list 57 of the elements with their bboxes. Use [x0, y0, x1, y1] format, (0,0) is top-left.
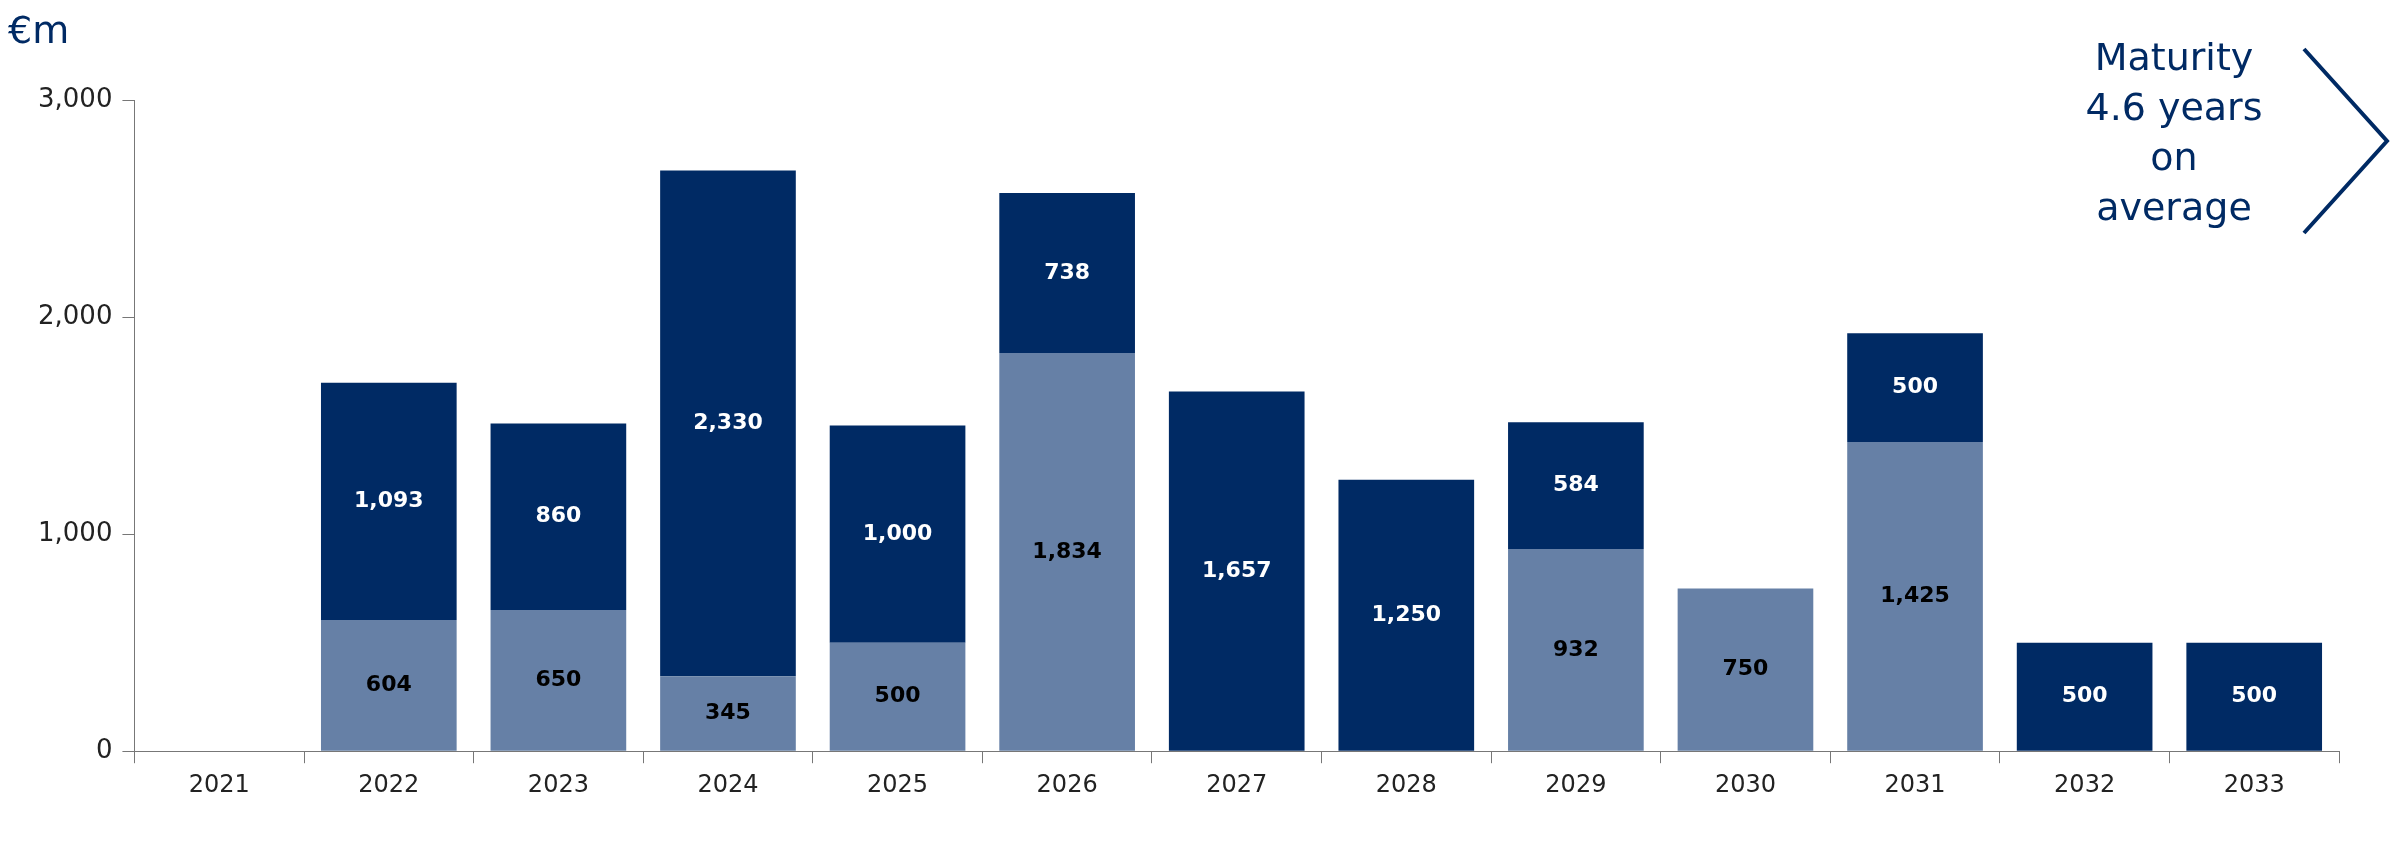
bar — [2016, 642, 2153, 751]
x-tick-label: 2021 — [188, 769, 250, 798]
bar — [829, 642, 966, 751]
data-label: 1,657 — [1201, 556, 1272, 582]
bar — [829, 425, 966, 643]
data-label: 650 — [535, 666, 582, 692]
x-tick-label: 2022 — [358, 769, 420, 798]
x-tick-label: 2025 — [867, 769, 929, 798]
bar — [1677, 588, 1814, 751]
bar — [320, 620, 457, 751]
y-tick-label: 0 — [95, 733, 113, 764]
x-tick-label: 2033 — [2223, 769, 2285, 798]
x-tick-label: 2032 — [2054, 769, 2116, 798]
bar — [660, 676, 796, 751]
x-tick-label: 2029 — [1545, 769, 1607, 798]
data-label: 860 — [535, 502, 582, 528]
bar — [1847, 441, 1983, 751]
data-label: 604 — [365, 671, 412, 697]
bar — [1508, 548, 1644, 751]
data-label: 500 — [874, 682, 921, 708]
data-label: 500 — [2061, 682, 2108, 708]
y-tick-label: 1,000 — [38, 516, 113, 547]
x-tick-label: 2027 — [1206, 769, 1268, 798]
annotation: Maturity 4.6 years on average — [2084, 34, 2264, 231]
data-label: 584 — [1552, 471, 1599, 497]
x-tick-label: 2028 — [1375, 769, 1437, 798]
data-label: 1,250 — [1371, 601, 1442, 626]
y-tick-label: 3,000 — [38, 82, 113, 113]
bar — [490, 610, 627, 751]
bar — [1508, 422, 1644, 549]
x-tick-label: 2031 — [1884, 769, 1946, 798]
y-axis-title: €m — [8, 8, 70, 52]
bar — [999, 353, 1135, 751]
x-tick-label: 2026 — [1036, 769, 1098, 798]
bar — [660, 170, 796, 677]
data-label: 1,425 — [1880, 582, 1950, 608]
bar — [490, 423, 627, 611]
y-tick-label: 2,000 — [38, 299, 113, 330]
data-label: 750 — [1722, 655, 1769, 681]
x-tick-label: 2030 — [1714, 769, 1776, 798]
data-label: 500 — [2231, 682, 2278, 708]
x-tick-label: 2024 — [697, 769, 759, 798]
bar — [1168, 391, 1305, 751]
data-label: 500 — [1892, 373, 1939, 399]
bar — [1847, 333, 1983, 442]
data-label: 738 — [1044, 258, 1091, 284]
data-label: 2,330 — [693, 409, 763, 435]
data-label: 345 — [705, 699, 751, 725]
data-label: 1,000 — [862, 519, 933, 545]
data-label: 1,093 — [354, 487, 424, 513]
bar — [1338, 479, 1475, 751]
bar — [320, 382, 457, 621]
x-tick-label: 2023 — [527, 769, 589, 798]
bar — [999, 192, 1135, 354]
bar — [2186, 642, 2323, 751]
data-label: 1,834 — [1032, 537, 1102, 563]
data-label: 932 — [1552, 635, 1599, 661]
